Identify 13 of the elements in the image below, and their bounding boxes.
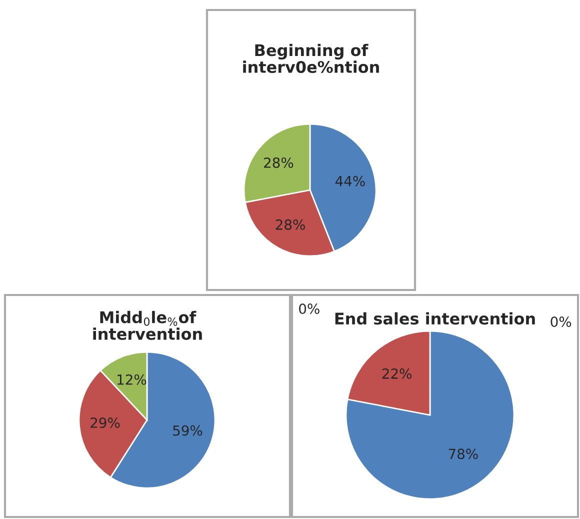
data-label: 28%: [264, 157, 294, 168]
text: 0%: [550, 316, 572, 328]
data-label: 29%: [90, 417, 120, 428]
data-label: 28%: [276, 219, 305, 230]
data-label: 22%: [382, 368, 412, 379]
data-label: 78%: [448, 448, 478, 460]
data-label: 44%: [335, 176, 365, 186]
data-label: 12%: [118, 374, 146, 385]
chart-title: End sales intervention: [335, 312, 535, 325]
chart-title: Midd$_{0}$le$_{%}$of intervention: [93, 310, 202, 340]
data-label: 59%: [173, 425, 202, 436]
chart-title: Beginning of interv0e%ntion: [243, 44, 379, 74]
text: 0%: [299, 304, 320, 314]
